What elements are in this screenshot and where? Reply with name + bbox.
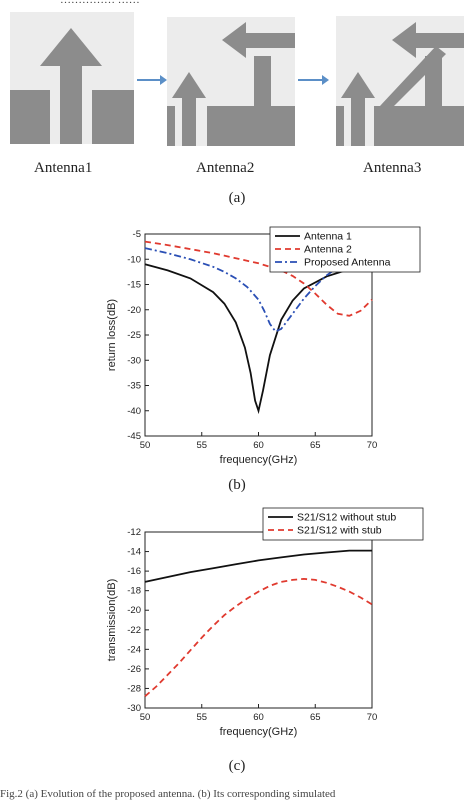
antenna2-horizontal-arm [245,33,295,48]
rl-ytick-label: -40 [127,406,141,417]
tr-ytick-label: -16 [127,566,141,577]
rl-ytick-label: -45 [127,431,141,442]
tr-ytick-label: -18 [127,586,141,597]
rl-legend-entry-2: Antenna 2 [304,244,352,256]
antenna1-ground-left [10,90,50,144]
panel-c-label: (c) [228,758,246,774]
antenna3-feed-line [351,96,365,146]
tr-legend-entry-2: S21/S12 with stub [297,525,382,537]
antenna3-diagram [336,16,464,146]
antenna2-feed-arrow [172,72,206,98]
tr-ytick-label: -22 [127,625,141,636]
antenna2-diagram [167,17,295,146]
tr-legend-entry-1: S21/S12 without stub [297,512,396,524]
antenna3-diagonal-strip [380,46,446,106]
evolution-arrow-1 [137,75,167,85]
antenna2-label: Antenna2 [196,160,255,176]
transmission-chart: 50 55 60 65 70 -12 -14 -16 -18 -20 -22 -24 -26 -28 -30… [106,507,424,738]
antenna3-horizontal-arm [414,33,464,48]
antenna3-feed-arrow [341,72,375,98]
tr-y-axis-label: transmission(dB) [106,579,118,662]
top-caption-fragment: …………… …… [60,0,140,6]
tr-ytick-label: -14 [127,547,141,558]
tr-xtick-label: 65 [310,712,321,723]
tr-legend-box [262,507,424,541]
antenna1-ground-right [92,90,134,144]
rl-ytick-label: -5 [133,229,141,240]
rl-ytick-label: -25 [127,330,141,341]
rl-ytick-label: -35 [127,381,141,392]
rl-xtick-label: 60 [253,440,264,451]
rl-series-line-2 [144,240,373,317]
antenna2-ground-block [207,106,295,146]
tr-xtick-label: 50 [140,712,151,723]
antenna2-vertical-stub [254,56,271,108]
panel-a: Antenna1 Antenna2 Antenna3 (a) [0,0,474,215]
antenna1-diagram [10,12,134,144]
rl-y-axis-label: return loss(dB) [106,299,118,371]
antenna1-feed-line [60,66,82,144]
tr-xtick-label: 55 [196,712,207,723]
rl-ytick-label: -20 [127,305,141,316]
return-loss-chart: 50 55 60 65 70 -5 -10 -15 -20 -25 -30 -35 -40 -45 freq… [106,226,421,466]
tr-ytick-label: -12 [127,527,141,538]
figure-caption: Fig.2 (a) Evolution of the proposed ante… [0,788,336,800]
rl-ytick-label: -30 [127,355,141,366]
rl-xtick-label: 70 [367,440,378,451]
antenna3-ground-block [374,106,464,146]
antenna3-label: Antenna3 [363,160,422,176]
tr-xtick-label: 70 [367,712,378,723]
rl-xtick-label: 50 [140,440,151,451]
antenna2-stub-arrow [222,22,246,58]
antenna2-ground-left [167,106,175,146]
panel-b-label: (b) [228,477,246,493]
tr-ytick-label: -30 [127,703,141,714]
tr-series-line-2 [144,577,373,697]
rl-x-axis-label: frequency(GHz) [220,454,298,466]
tr-xtick-label: 60 [253,712,264,723]
rl-xtick-label: 55 [196,440,207,451]
rl-ytick-label: -10 [127,254,141,265]
rl-ytick-label: -15 [127,280,141,291]
rl-xtick-label: 65 [310,440,321,451]
antenna3-stub-arrow [392,22,416,58]
tr-ytick-label: -26 [127,664,141,675]
tr-ytick-label: -20 [127,605,141,616]
tr-x-axis-label: frequency(GHz) [220,726,298,738]
antenna2-feed-line [182,96,196,146]
rl-legend-entry-3: Proposed Antenna [304,257,391,269]
tr-ytick-label: -24 [127,644,141,655]
antenna-evolution-diagram [10,12,464,146]
panel-a-label: (a) [228,190,246,206]
rl-series-line-1 [144,263,373,415]
tr-series-line-1 [144,549,372,583]
tr-ytick-label: -28 [127,683,141,694]
antenna1-arrow-head [40,28,102,66]
rl-legend-entry-1: Antenna 1 [304,231,352,243]
rl-legend-box [269,226,421,273]
antenna1-label: Antenna1 [34,160,93,176]
antenna3-ground-left [336,106,344,146]
tr-plot-frame [144,531,373,709]
evolution-arrow-2 [298,75,329,85]
